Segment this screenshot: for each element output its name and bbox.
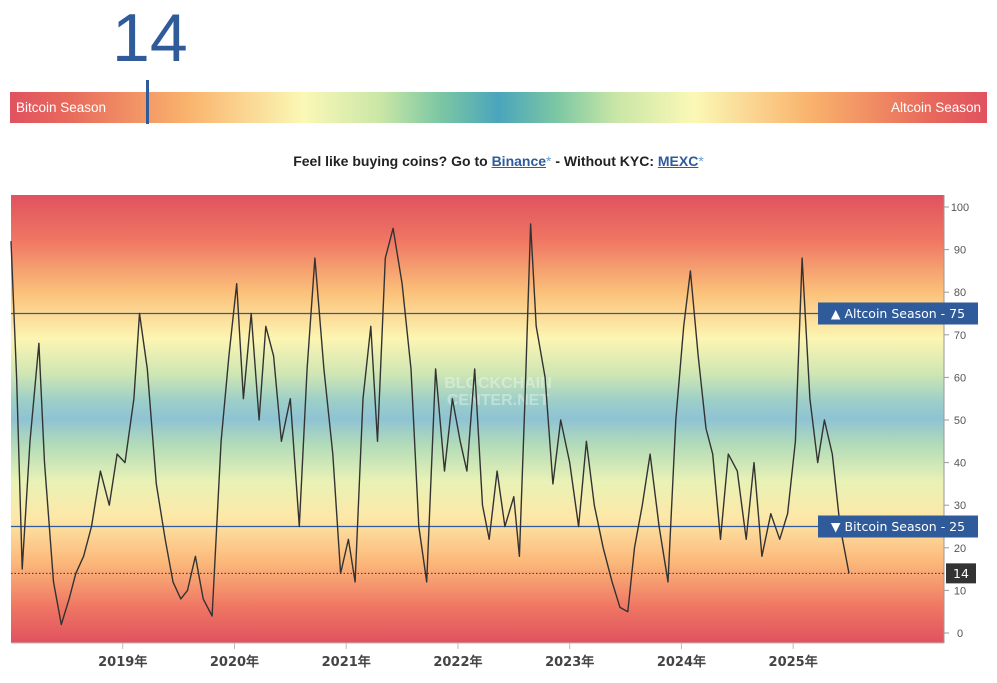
watermark-line: BLOCKCHAIN [444, 375, 552, 392]
reference-badge [818, 515, 978, 538]
current-value-marker [146, 80, 149, 124]
current-index-value: 14 [112, 0, 188, 76]
index-series-line [10, 223, 850, 626]
season-gradient-bar: Bitcoin Season Altcoin Season [10, 92, 987, 123]
x-axis: 2019年 2020年 2021年 2022年 2023年 2024年 2025年 [11, 642, 944, 670]
y-tick-label: 0 [957, 628, 963, 640]
y-tick-label: 20 [954, 543, 966, 555]
promo-text: Feel like buying coins? Go to Binance* -… [0, 153, 997, 169]
promo-prefix: Feel like buying coins? Go to [293, 153, 492, 169]
x-tick-label: 2019年 [98, 654, 147, 670]
x-tick-label: 2024年 [657, 654, 706, 670]
y-axis: 0 10 20 30 40 50 60 70 80 90 100 [943, 195, 969, 643]
promo-middle: - Without KYC: [551, 153, 658, 169]
y-tick-label: 10 [954, 585, 966, 597]
binance-asterisk: * [546, 153, 552, 169]
binance-link[interactable]: Binance [491, 153, 547, 169]
y-tick-label: 60 [954, 372, 966, 384]
current-value-badge-label: 14 [953, 566, 969, 581]
y-tick-label: 30 [954, 500, 966, 512]
altcoin-season-label: Altcoin Season [890, 100, 981, 115]
y-tick-label: 90 [954, 245, 966, 257]
y-tick-label: 80 [954, 287, 966, 299]
bitcoin-season-label: Bitcoin Season [16, 100, 107, 115]
y-tick-label: 70 [954, 330, 966, 342]
mexc-link[interactable]: MEXC [657, 153, 699, 169]
x-tick-label: 2025年 [769, 654, 818, 670]
y-tick-label: 40 [954, 458, 966, 470]
y-tick-label: 100 [951, 202, 969, 214]
reference-badge-label: ▼ Bitcoin Season - 25 [831, 519, 965, 534]
x-tick-label: 2022年 [433, 654, 482, 670]
reference-badge [818, 302, 978, 325]
reference-badge-label: ▲ Altcoin Season - 75 [831, 306, 965, 321]
current-value-badge [946, 563, 976, 584]
x-tick-label: 2023年 [545, 654, 594, 670]
y-tick-label: 50 [954, 415, 966, 427]
series-layer [10, 223, 850, 626]
line-badges: ▲ Altcoin Season - 75 ▼ Bitcoin Season - … [818, 302, 978, 584]
x-tick-label: 2020年 [210, 654, 259, 670]
watermark-line: CENTER.NET [447, 392, 549, 409]
x-tick-label: 2021年 [322, 654, 371, 670]
reference-lines [11, 312, 944, 574]
mexc-asterisk: * [698, 153, 704, 169]
